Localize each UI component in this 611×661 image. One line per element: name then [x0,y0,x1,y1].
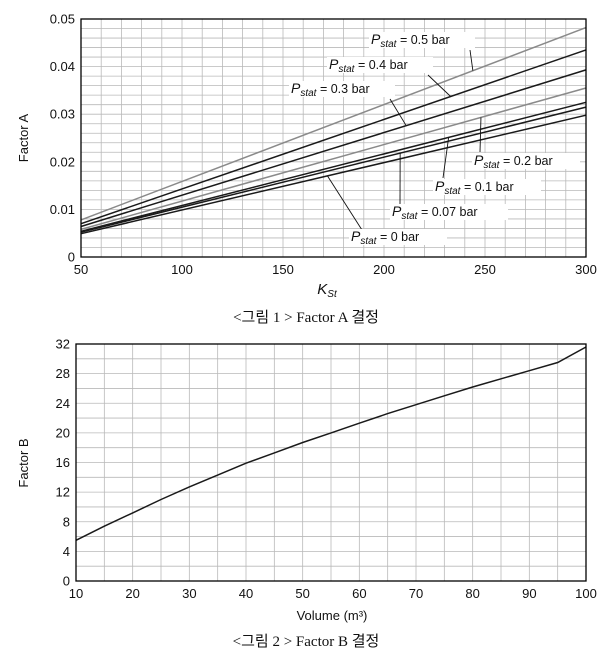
x-tick-label: 30 [182,586,196,601]
plot-frame [80,18,587,258]
x-tick-label: 150 [272,262,294,277]
y-tick-label: 0 [68,250,75,265]
y-tick-label: 0.03 [50,107,75,122]
x-tick-label: 100 [575,586,597,601]
grid [80,18,587,258]
series-label-bg [327,57,433,73]
chart-factor-a: 50 100 150 200 250 300 0 0.01 0.02 0.03 0.04 0.05 F… [16,12,597,327]
y-tick-label: 4 [63,544,70,559]
y-tick-label: 12 [56,485,70,500]
leader-line [479,117,482,153]
caption-figure-2: <그림 2 > Factor B 결정 [233,633,380,650]
y-tick-label: 16 [56,455,70,470]
series-line [75,346,587,541]
series-label-bg [472,153,580,169]
series-label: Pstat = 0.07 bar [392,203,478,222]
y-tick-label: 0.04 [50,59,75,74]
series-label-bg [289,81,395,97]
series-line [80,87,587,231]
x-tick-label: 60 [352,586,366,601]
x-tick-label: 50 [74,262,88,277]
grid [75,343,587,582]
series-label: Pstat = 0.3 bar [291,80,370,99]
x-tick-label: 300 [575,262,597,277]
y-tick-label: 0.01 [50,202,75,217]
x-tick-label: 50 [295,586,309,601]
y-tick-label: 20 [56,425,70,440]
y-tick-label: 32 [56,337,70,352]
x-tick-label: 100 [171,262,193,277]
y-tick-label: 0 [63,574,70,589]
series-label: Pstat = 0.4 bar [329,56,408,75]
series-line [80,106,587,233]
series-label-bg [349,229,447,245]
y-tick-label: 28 [56,366,70,381]
caption-figure-1: <그림 1 > Factor A 결정 [233,309,379,326]
x-tick-label: 80 [465,586,479,601]
series-line [80,26,587,221]
x-tick-label: 250 [474,262,496,277]
series-label-bg [433,179,541,195]
x-tick-label: 40 [239,586,253,601]
series-label-bg [369,32,475,48]
y-tick-label: 0.02 [50,154,75,169]
series-label: Pstat = 0.2 bar [474,152,553,171]
leader-line [389,98,407,126]
series-line [80,69,587,228]
x-tick-label: 10 [69,586,83,601]
series-label: Pstat = 0.1 bar [435,178,514,197]
plot-frame [75,343,587,582]
x-tick-label: 20 [125,586,139,601]
chart-factor-b: 10 20 30 40 50 60 70 80 90 100 0 4 8 12 16 20 24 28 32 Fac… [16,337,597,651]
tick-labels: 10 20 30 40 50 60 70 80 90 100 0 4 8 12 16 20 24 28 32 [56,337,597,602]
y-axis-label: Factor A [16,113,31,162]
leader-line [469,49,474,71]
series-labels: Pstat = 0.5 bar Pstat = 0.4 bar Pstat = 0.… [289,31,580,247]
y-tick-label: 8 [63,514,70,529]
series-label: Pstat = 0 bar [351,228,419,247]
y-axis-label: Factor B [16,438,31,487]
series-label: Pstat = 0.5 bar [371,31,450,50]
data-lines [75,346,587,541]
x-axis-label: KSt [317,281,338,300]
data-lines [80,26,587,235]
y-tick-label: 0.05 [50,12,75,27]
series-label-bg [390,204,508,220]
leader-line [442,137,450,179]
series-line [80,101,587,233]
x-tick-label: 70 [409,586,423,601]
x-tick-label: 90 [522,586,536,601]
y-tick-label: 24 [56,396,70,411]
x-tick-label: 200 [373,262,395,277]
series-line [80,49,587,225]
leader-line [327,175,363,231]
x-axis-label: Volume (m³) [297,608,368,623]
leader-line [427,74,451,97]
tick-labels: 50 100 150 200 250 300 0 0.01 0.02 0.03 0.04 0.05 [50,12,597,278]
series-line [80,114,587,235]
